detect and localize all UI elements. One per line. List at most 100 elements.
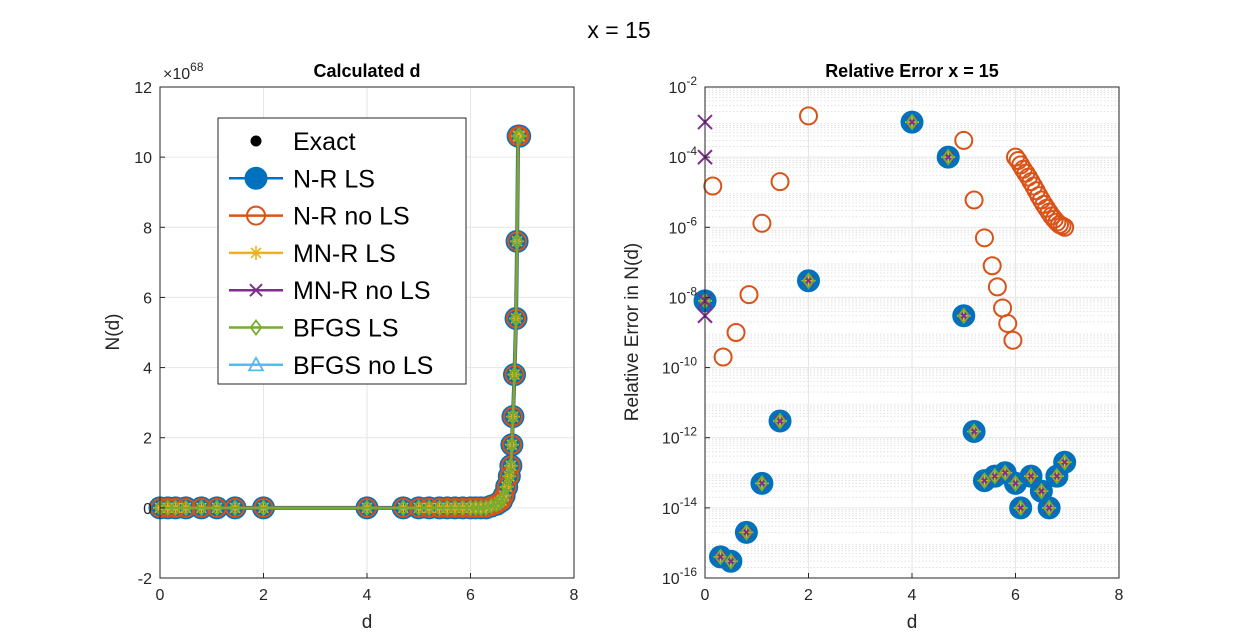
right-y-tick-label: 10-6 <box>669 214 698 237</box>
left-y-exponent: ×1068 <box>163 60 204 83</box>
right-y-tick-label: 10-12 <box>662 425 697 448</box>
right-point-nr-nols <box>982 256 1002 276</box>
legend-marker-star <box>249 245 263 260</box>
legend-label: MN-R no LS <box>293 277 431 305</box>
right-y-label: Relative Error in N(d) <box>622 243 643 421</box>
right-point-bfgs-ls <box>1024 467 1038 485</box>
right-point-bfgs-ls <box>1042 499 1056 517</box>
left-point-bfgs-ls <box>464 499 477 517</box>
right-y-tick-label: 10-8 <box>669 284 698 307</box>
left-point-bfgs-ls <box>422 499 436 517</box>
right-point-nr-nols <box>974 228 994 248</box>
right-x-tick-label: 4 <box>908 587 917 604</box>
right-point-bfgs-ls <box>1050 467 1064 485</box>
left-y-tick-label: 10 <box>134 150 152 167</box>
right-point-nr-nols <box>1055 217 1075 237</box>
left-data-layer <box>148 124 532 520</box>
right-x-tick-label: 6 <box>1011 587 1020 604</box>
left-x-label: d <box>362 612 373 633</box>
legend-entry: N-R LS <box>229 165 375 193</box>
right-point-nr-nols <box>726 323 746 342</box>
right-y-tick-label: 10-14 <box>662 495 697 518</box>
right-point-bfgs-ls <box>957 307 971 325</box>
left-point-bfgs-ls <box>195 499 208 517</box>
left-point-bfgs-ls <box>228 499 242 517</box>
right-ticks: 0 2 4 6 8 10-16 10-14 10-12 10-10 10-8 10-6 10-4 10-… <box>662 74 1124 604</box>
legend-entry: N-R no LS <box>229 203 410 231</box>
legend-marker-triangle <box>247 355 265 372</box>
right-data-layer <box>693 106 1077 573</box>
legend-entry: Exact <box>250 128 356 156</box>
right-point-nr-nols <box>703 176 723 196</box>
left-point-bfgs-ls <box>179 499 193 517</box>
left-x-tick-label: 6 <box>466 587 475 604</box>
legend-label: MN-R LS <box>293 240 396 268</box>
left-point-bfgs-ls <box>502 467 516 485</box>
left-point-bfgs-ls <box>469 499 483 517</box>
right-point-bfgs-ls <box>724 552 738 570</box>
left-series-bfgs-ls-line <box>160 134 520 510</box>
figure-suptitle: x = 15 <box>587 17 650 43</box>
legend: Exact N-R LS N-R no LS MN-R LS MN-R no LS BFG… <box>217 117 467 385</box>
left-y-tick-label: 12 <box>134 80 152 97</box>
right-point-bfgs-ls <box>714 548 727 566</box>
left-x-tick-label: 8 <box>570 587 579 604</box>
left-y-tick-label: 4 <box>143 361 152 378</box>
right-point-nr-nols <box>1052 216 1072 236</box>
right-point-bfgs-ls <box>802 272 815 290</box>
left-y-tick-label: 0 <box>143 501 152 518</box>
left-y-tick-label: 8 <box>143 220 152 237</box>
right-point-bfgs-ls <box>941 148 955 166</box>
legend-label: N-R no LS <box>293 203 410 231</box>
right-point-bfgs-ls <box>773 412 787 430</box>
left-y-tick-label: -2 <box>138 571 152 588</box>
left-point-bfgs-ls <box>210 499 224 517</box>
legend-marker-cross <box>249 283 263 297</box>
right-y-tick-label: 10-10 <box>662 355 697 378</box>
left-point-bfgs-ls <box>396 499 410 517</box>
left-point-bfgs-ls <box>513 127 527 145</box>
right-point-bfgs-ls <box>1035 482 1048 500</box>
left-x-tick-label: 0 <box>156 587 165 604</box>
legend-box <box>217 117 467 385</box>
right-point-nr-nols <box>770 172 790 192</box>
legend-marker-diamond <box>249 319 263 336</box>
right-x-tick-label: 2 <box>804 587 813 604</box>
right-point-bfgs-ls <box>1058 453 1072 471</box>
right-point-nr-nols <box>987 277 1007 297</box>
right-point-bfgs-ls <box>988 467 1002 485</box>
legend-marker-circle <box>246 205 266 226</box>
legend-entry: MN-R no LS <box>229 277 431 305</box>
right-point-bfgs-ls <box>1014 499 1028 517</box>
left-point-bfgs-ls <box>474 499 488 517</box>
right-point-bfgs-ls <box>978 472 991 490</box>
left-point-bfgs-ls <box>495 492 508 510</box>
right-x-tick-label: 0 <box>701 587 710 604</box>
left-point-bfgs-ls <box>360 499 374 517</box>
right-x-tick-label: 8 <box>1115 587 1124 604</box>
left-point-bfgs-ls <box>412 499 426 517</box>
right-point-bfgs-ls <box>998 464 1012 482</box>
right-point-bfgs-ls <box>1009 474 1022 492</box>
plot-relative-error: 0 2 4 6 8 10-16 10-14 10-12 10-10 10-8 10-6 10-4 10-… <box>622 61 1124 633</box>
right-y-tick-label: 10-4 <box>669 144 698 167</box>
right-y-tick-label: 10-2 <box>669 74 698 97</box>
right-point-nr-nols <box>1003 330 1023 350</box>
left-point-bfgs-ls <box>500 478 514 496</box>
right-point-bfgs-ls <box>740 523 753 541</box>
right-grid <box>704 86 1120 579</box>
right-point-bfgs-ls <box>905 113 919 131</box>
legend-label: BFGS no LS <box>293 352 433 380</box>
legend-label: N-R LS <box>293 165 375 193</box>
right-y-tick-label: 10-16 <box>662 565 697 588</box>
legend-label: BFGS LS <box>293 315 399 343</box>
right-point-nr-nols <box>752 213 772 233</box>
left-point-nr-nols <box>488 492 509 513</box>
left-x-tick-label: 4 <box>363 587 372 604</box>
exponent-power: 68 <box>190 60 204 74</box>
right-plot-title: Relative Error x = 15 <box>825 61 999 81</box>
